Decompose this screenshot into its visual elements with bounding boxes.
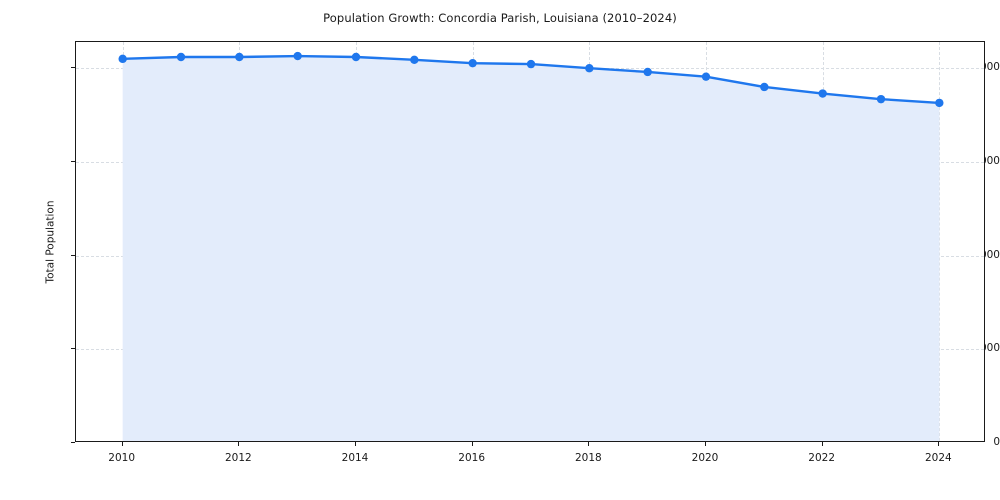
data-point-2012: [235, 52, 244, 62]
x-axis-tick-label: 2016: [458, 452, 486, 464]
x-axis-tick-mark: [471, 442, 473, 446]
data-point-2018: [585, 64, 594, 73]
data-point-2023: [876, 94, 886, 104]
y-axis-tick-mark: [71, 254, 75, 256]
x-axis-tick-label: 2022: [808, 452, 836, 464]
x-axis-tick-mark: [355, 442, 356, 446]
x-axis-tick-label: 2024: [924, 452, 952, 464]
y-axis-tick-mark: [71, 67, 75, 69]
x-axis-tick-mark: [938, 442, 940, 446]
y-axis-label: Total Population: [44, 199, 57, 284]
x-axis-tick-mark: [121, 442, 123, 446]
data-point-2016: [468, 58, 477, 68]
data-point-2010: [118, 54, 127, 64]
data-point-2022: [818, 89, 827, 98]
data-point-2020: [701, 72, 711, 81]
data-point-2021: [760, 82, 769, 92]
data-point-2019: [643, 67, 652, 77]
y-axis-tick-mark: [71, 160, 75, 162]
data-point-2017: [526, 59, 536, 69]
data-point-2014: [351, 52, 361, 62]
x-axis-tick-mark: [705, 442, 706, 446]
data-point-2011: [176, 52, 186, 62]
x-axis-tick-mark: [821, 442, 823, 446]
y-axis-tick-label: 0: [993, 436, 1000, 448]
x-axis-tick-label: 2012: [224, 452, 252, 464]
x-axis-tick-mark: [588, 442, 590, 446]
plot-area: [75, 41, 985, 442]
x-axis-tick-label: 2018: [574, 452, 602, 464]
x-axis-tick-label: 2014: [341, 452, 369, 464]
population-series: [118, 51, 944, 441]
chart-title: Population Growth: Concordia Parish, Lou…: [323, 11, 677, 25]
x-axis-tick-mark: [238, 442, 240, 446]
data-point-2024: [935, 98, 944, 108]
x-axis-tick-label: 2020: [691, 452, 719, 464]
area-fill: [122, 56, 940, 441]
x-axis-tick-label: 2010: [108, 452, 136, 464]
data-point-2015: [410, 55, 419, 64]
data-point-2013: [293, 51, 302, 61]
gridline-vertical: [939, 42, 941, 441]
y-axis-tick-mark: [71, 348, 75, 350]
data-point-markers: [118, 51, 944, 108]
y-axis-label-container: Total Population: [0, 41, 57, 442]
y-axis-tick-mark: [71, 442, 75, 443]
